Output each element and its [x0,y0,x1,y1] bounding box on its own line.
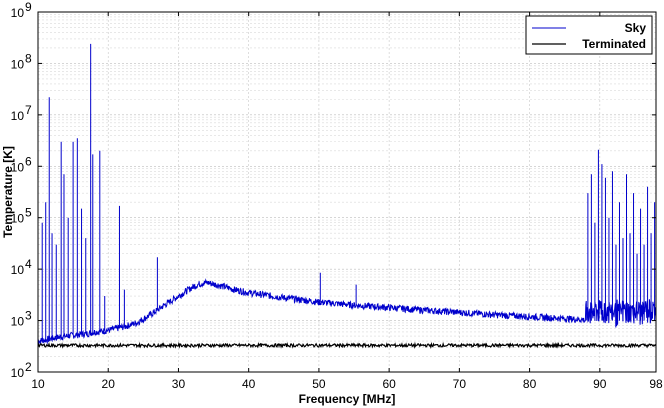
y-tick-label: 10 [11,366,25,380]
legend-label-sky: Sky [625,21,647,35]
x-tick-label: 98 [649,377,663,391]
x-tick-label: 10 [31,377,45,391]
legend-label-terminated: Terminated [582,37,646,51]
series-terminated-line [37,341,657,350]
y-tick-label: 10 [11,212,25,226]
y-tick-label-exponent: 9 [25,0,32,14]
y-tick-label: 10 [11,160,25,174]
y-tick-label-exponent: 4 [25,257,32,271]
y-tick-label: 10 [11,263,25,277]
x-axis-tick-labels: 10 20 30 40 50 60 70 80 90 98 [31,377,663,391]
x-tick-label: 30 [172,377,186,391]
x-tick-label: 60 [382,377,396,391]
y-tick-label: 10 [11,109,25,123]
legend: Sky Terminated [525,15,653,55]
y-tick-label: 10 [11,6,25,20]
y-tick-label-exponent: 6 [25,154,32,168]
y-tick-label-exponent: 2 [25,360,32,374]
y-tick-label: 10 [11,315,25,329]
x-tick-label: 80 [523,377,537,391]
x-axis-title: Frequency [MHz] [299,392,396,406]
y-tick-label-exponent: 3 [25,309,32,323]
y-tick-label-exponent: 7 [25,103,32,117]
y-axis-title: Temperature [K] [1,146,15,238]
y-tick-label: 10 [11,57,25,71]
x-tick-label: 20 [102,377,116,391]
x-tick-label: 90 [593,377,607,391]
y-tick-label-exponent: 8 [25,51,32,65]
x-tick-label: 50 [312,377,326,391]
x-tick-label: 70 [453,377,467,391]
y-tick-label-exponent: 5 [25,206,32,220]
x-tick-label: 40 [242,377,256,391]
series-sky-line [37,43,657,346]
axis-ticks [37,11,657,373]
series-layer [37,43,657,350]
plot-frame [37,11,657,373]
legend-box [525,15,653,55]
